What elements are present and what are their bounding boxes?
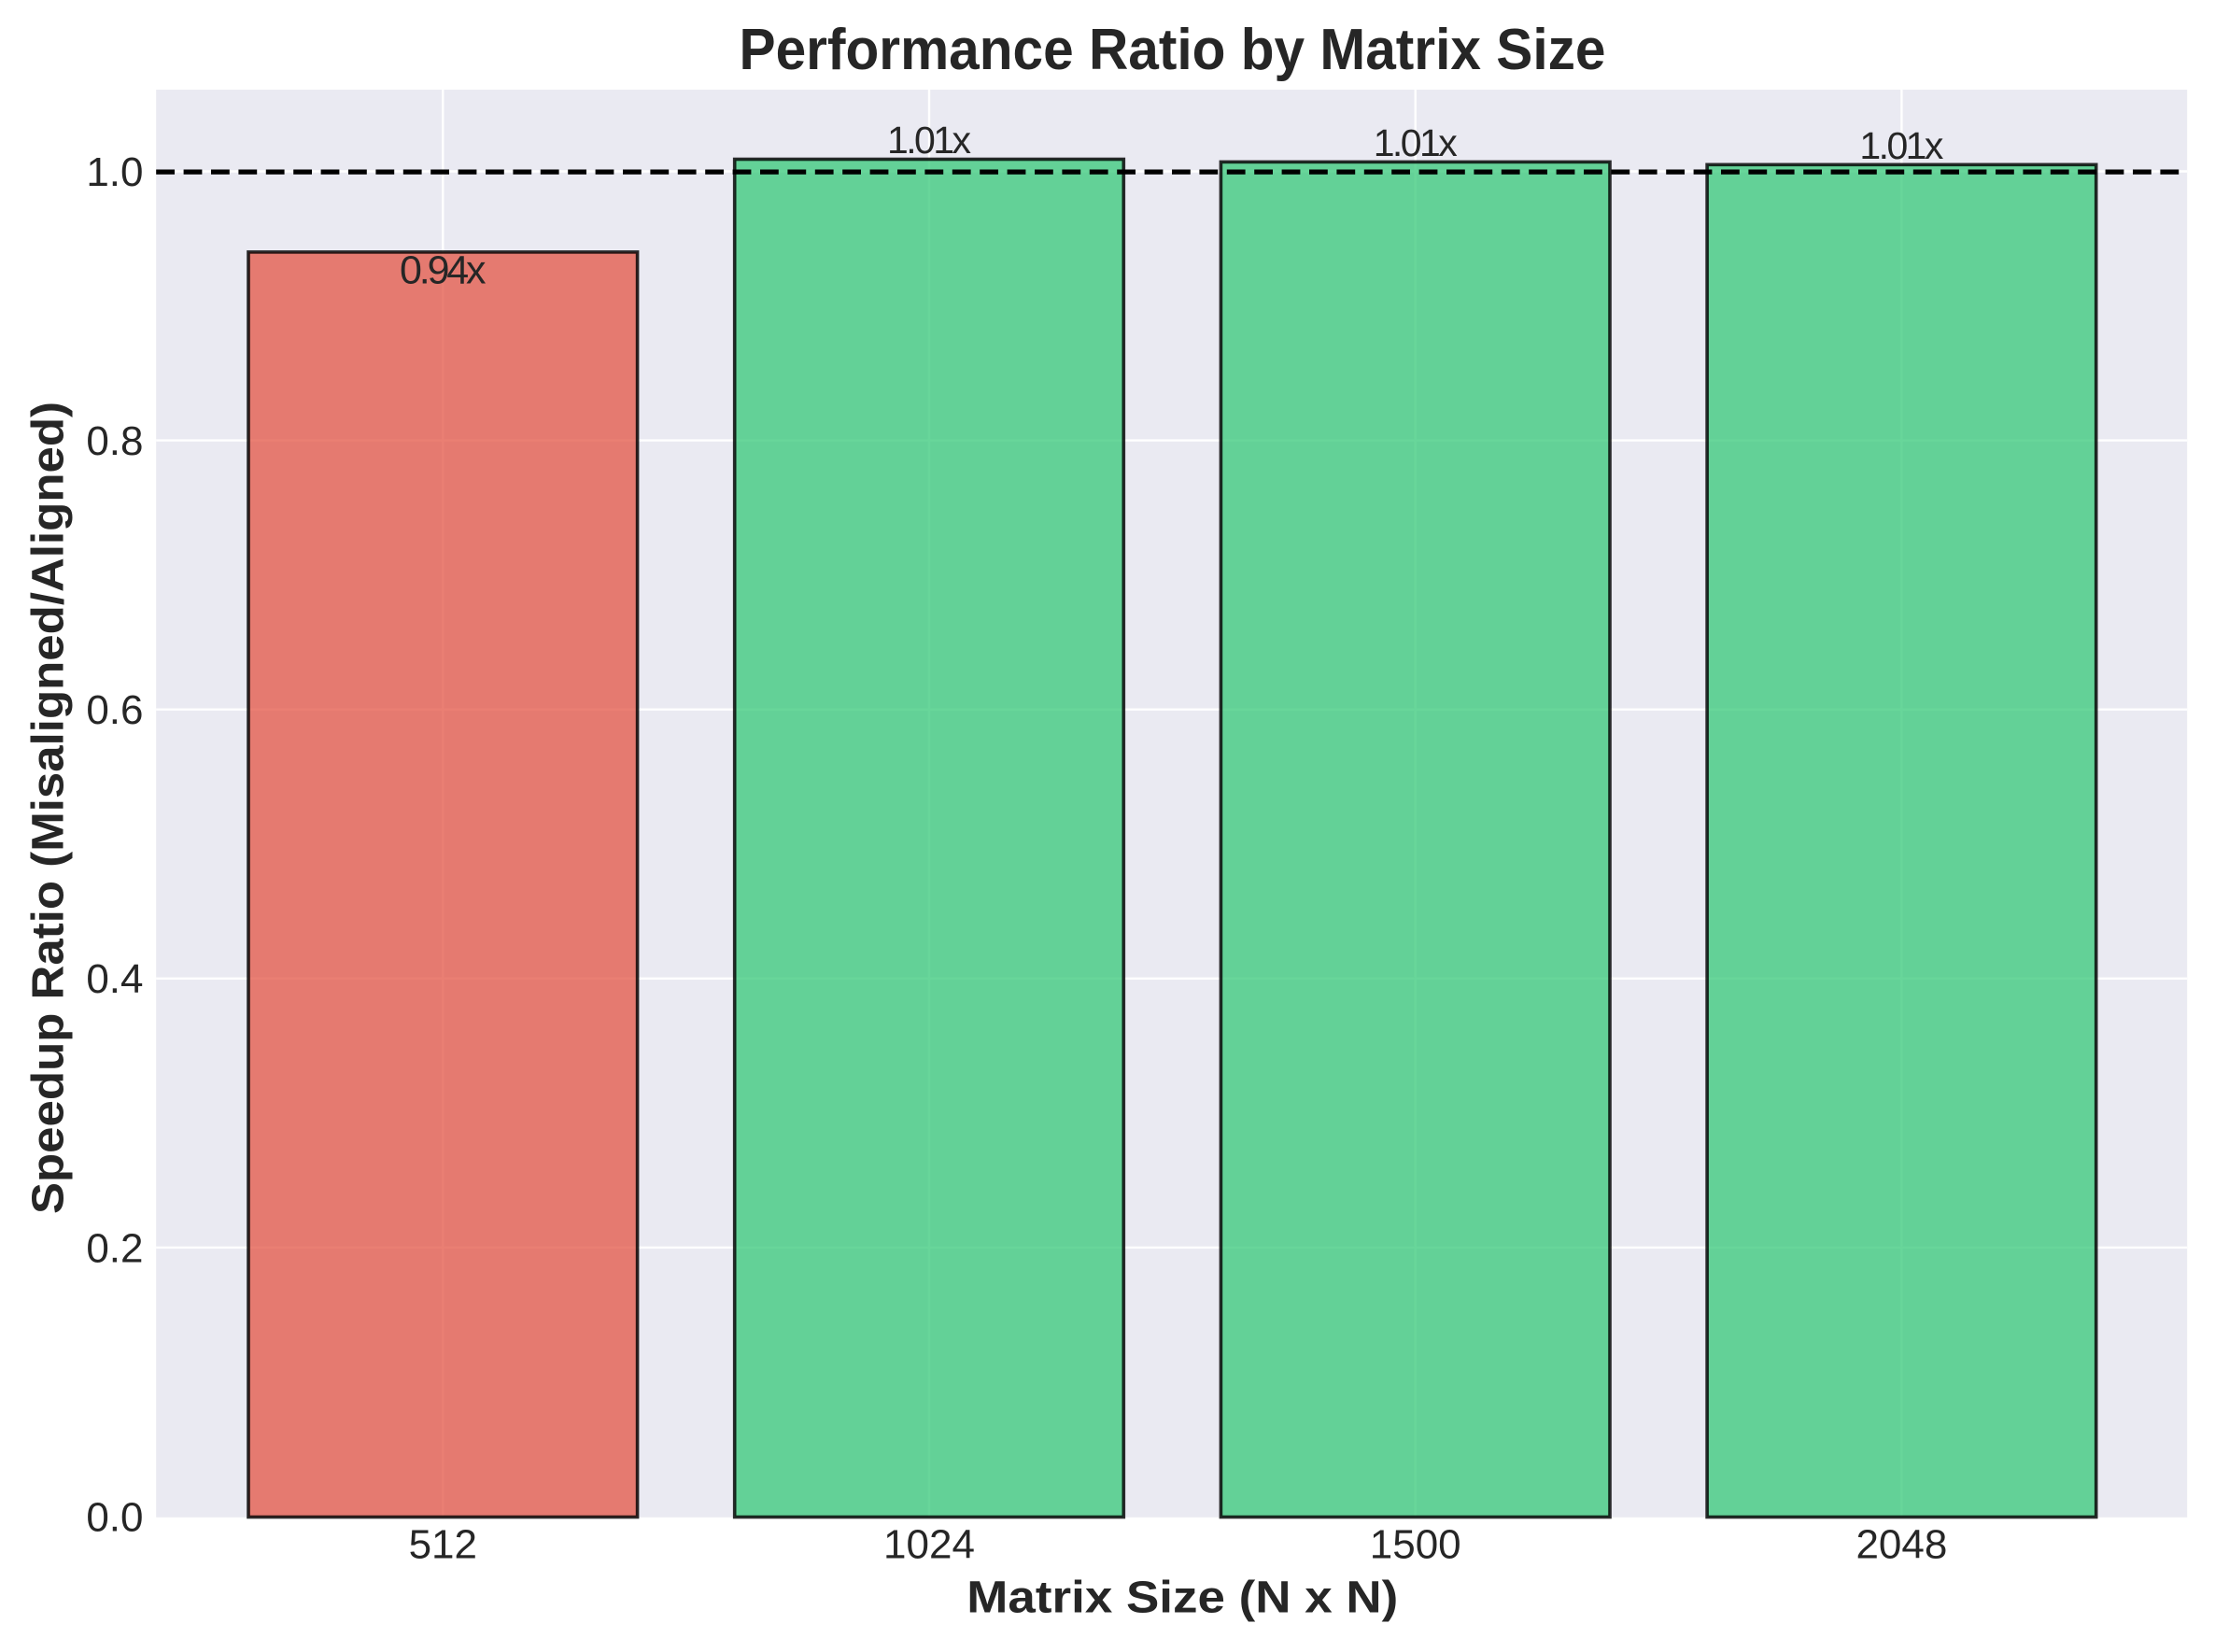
svg-text:0.8: 0.8 bbox=[86, 418, 143, 464]
svg-text:2048: 2048 bbox=[1855, 1521, 1947, 1567]
svg-text:0.6: 0.6 bbox=[86, 687, 143, 733]
svg-text:Speedup Ratio (Misaligned/Alig: Speedup Ratio (Misaligned/Aligned) bbox=[24, 402, 74, 1214]
svg-text:0.94x: 0.94x bbox=[400, 248, 487, 293]
svg-text:0.4: 0.4 bbox=[86, 956, 143, 1002]
svg-text:1500: 1500 bbox=[1370, 1521, 1461, 1567]
svg-text:Performance Ratio by Matrix Si: Performance Ratio by Matrix Size bbox=[740, 18, 1606, 82]
svg-text:1024: 1024 bbox=[883, 1521, 975, 1567]
svg-text:1.01x: 1.01x bbox=[887, 119, 972, 162]
svg-text:Matrix Size (N x N): Matrix Size (N x N) bbox=[966, 1574, 1398, 1623]
svg-text:1.01x: 1.01x bbox=[1859, 124, 1943, 167]
svg-text:1.0: 1.0 bbox=[86, 149, 143, 195]
svg-text:0.0: 0.0 bbox=[86, 1494, 143, 1540]
svg-text:1.01x: 1.01x bbox=[1374, 121, 1459, 164]
svg-text:0.2: 0.2 bbox=[86, 1225, 143, 1271]
svg-text:512: 512 bbox=[409, 1521, 477, 1567]
